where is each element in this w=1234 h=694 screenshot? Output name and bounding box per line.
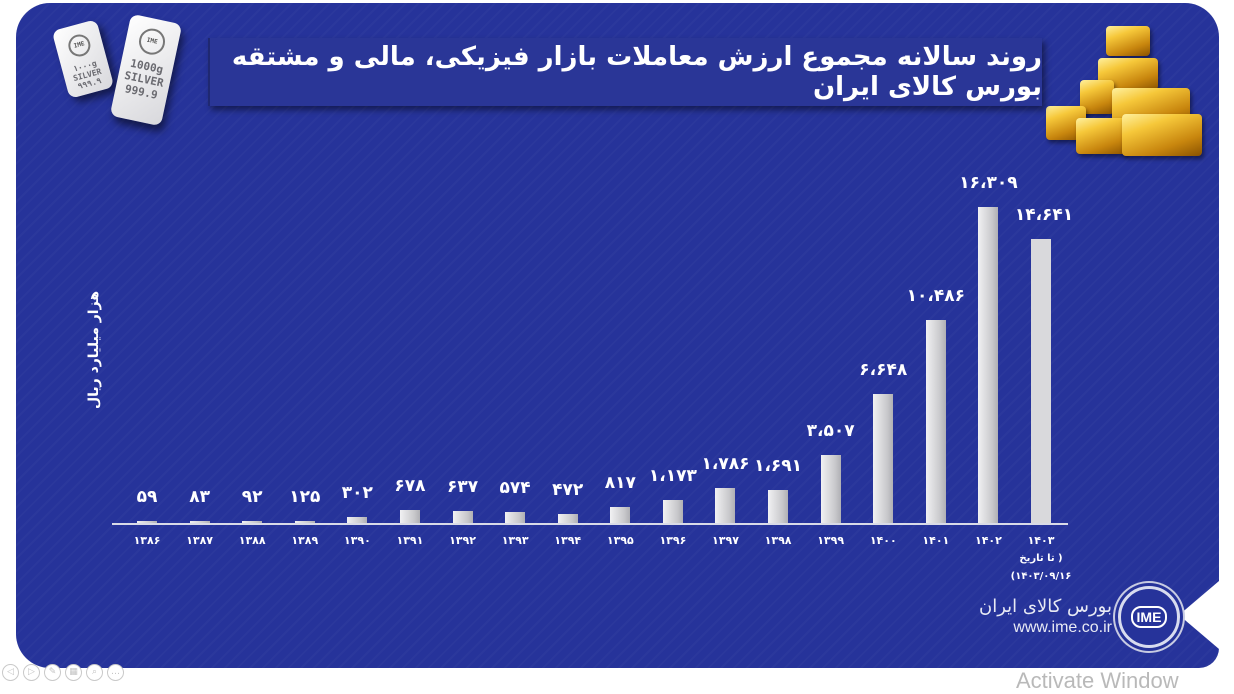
value-label: ۶،۶۴۸ bbox=[859, 360, 908, 381]
value-label: ۵۹ bbox=[136, 487, 158, 507]
x-tick-label: ۱۳۹۷ bbox=[712, 534, 739, 547]
x-tick-label: ۱۳۸۸ bbox=[238, 534, 266, 547]
value-label: ۱،۷۸۶ bbox=[701, 454, 750, 475]
x-tick-label: ۱۴۰۰ bbox=[869, 534, 897, 547]
slide-panel bbox=[16, 3, 1219, 668]
bar-1396 bbox=[662, 500, 683, 523]
bar-1387 bbox=[189, 521, 210, 523]
bar-1391 bbox=[399, 509, 420, 523]
x-tick-label: ۱۳۸۶ bbox=[133, 534, 161, 547]
bar-1397 bbox=[715, 488, 736, 523]
gold-bars-icon bbox=[1044, 18, 1204, 158]
x-tick-label: ۱۴۰۱ bbox=[922, 534, 950, 547]
value-label: ۳،۵۰۷ bbox=[806, 421, 855, 442]
value-label: ۸۳ bbox=[189, 487, 210, 507]
bar-1399 bbox=[820, 455, 841, 523]
x-tick-label: ۱۳۹۱ bbox=[396, 534, 424, 547]
bar-1401 bbox=[925, 319, 946, 523]
pen-tool-button[interactable]: ✎ bbox=[44, 664, 61, 681]
value-label: ۹۲ bbox=[241, 487, 263, 507]
bar-1389 bbox=[294, 520, 315, 523]
x-tick-label: ۱۴۰۲ bbox=[975, 534, 1002, 547]
x-tick-label: ۱۳۸۹ bbox=[291, 534, 319, 547]
x-tick-label: ۱۴۰۳ bbox=[1027, 534, 1055, 547]
x-tick-label: ۱۳۹۹ bbox=[817, 534, 845, 547]
x-tick-label: ۱۳۸۷ bbox=[186, 534, 213, 547]
prev-slide-button[interactable]: ◁ bbox=[2, 664, 19, 681]
x-tick-label: ۱۳۹۳ bbox=[501, 534, 529, 547]
x-tick-label: ۱۳۹۶ bbox=[659, 534, 687, 547]
bar-1393 bbox=[505, 511, 526, 523]
next-slide-button[interactable]: ▷ bbox=[23, 664, 40, 681]
bar-1394 bbox=[557, 513, 578, 523]
x-tick-label: ۱۳۹۰ bbox=[343, 534, 371, 547]
page-title: روند سالانه مجموع ارزش معاملات بازار فیز… bbox=[231, 42, 1043, 102]
value-label: ۱۰،۴۸۶ bbox=[906, 285, 966, 306]
value-label: ۱۶،۳۰۹ bbox=[959, 173, 1018, 193]
activate-windows-watermark: Activate Window bbox=[1016, 668, 1179, 693]
x-tick-label: ۱۳۹۲ bbox=[449, 534, 476, 547]
ime-logo-text: IME bbox=[1130, 606, 1168, 628]
last-category-note: ( تا تاریخ bbox=[1019, 553, 1063, 564]
x-tick-label: ۱۳۹۴ bbox=[554, 534, 582, 547]
viewer-toolbar: ◁ ▷ ✎ ▦ ⌕ … bbox=[2, 664, 124, 681]
x-tick-label: ۱۳۹۸ bbox=[764, 534, 792, 547]
value-label: ۶۷۸ bbox=[394, 475, 426, 496]
value-label: ۵۷۴ bbox=[499, 477, 531, 498]
bar-1400 bbox=[873, 394, 894, 523]
panel-notch bbox=[1179, 581, 1219, 649]
ime-logo-icon: IME bbox=[1118, 586, 1180, 648]
value-label: ۱،۶۹۱ bbox=[754, 456, 803, 477]
x-axis-line bbox=[112, 523, 1068, 525]
ime-brand: بورس کالای ایران www.ime.co.ir bbox=[976, 596, 1112, 638]
ime-url: www.ime.co.ir bbox=[1013, 619, 1112, 636]
value-label: ۸۱۷ bbox=[604, 473, 636, 494]
bar-1388 bbox=[242, 521, 263, 523]
bar-1402 bbox=[978, 207, 999, 523]
slide-grid-button[interactable]: ▦ bbox=[65, 664, 82, 681]
value-label: ۱،۱۷۳ bbox=[648, 466, 697, 487]
more-options-button[interactable]: … bbox=[107, 664, 124, 681]
bar-1392 bbox=[452, 510, 473, 523]
bar-1390 bbox=[347, 517, 368, 523]
value-label: ۴۷۲ bbox=[552, 479, 584, 500]
title-banner: روند سالانه مجموع ارزش معاملات بازار فیز… bbox=[208, 38, 1043, 106]
value-label: ۱۲۵ bbox=[289, 486, 321, 507]
value-label: ۳۰۲ bbox=[341, 483, 373, 504]
bar-1395 bbox=[610, 507, 631, 523]
value-label: ۱۴،۶۴۱ bbox=[1014, 205, 1074, 226]
bar-1403 bbox=[1031, 239, 1052, 523]
y-axis-label: هزار میلیارد ریال bbox=[86, 290, 102, 410]
last-category-note: ۱۴۰۳/۰۹/۱۶) bbox=[1010, 571, 1072, 582]
ime-brand-name: بورس کالای ایران bbox=[979, 596, 1112, 617]
bar-1386 bbox=[137, 521, 157, 523]
zoom-button[interactable]: ⌕ bbox=[86, 664, 103, 681]
bar-1398 bbox=[768, 490, 789, 523]
value-label: ۶۳۷ bbox=[446, 476, 479, 497]
x-tick-label: ۱۳۹۵ bbox=[606, 534, 634, 547]
